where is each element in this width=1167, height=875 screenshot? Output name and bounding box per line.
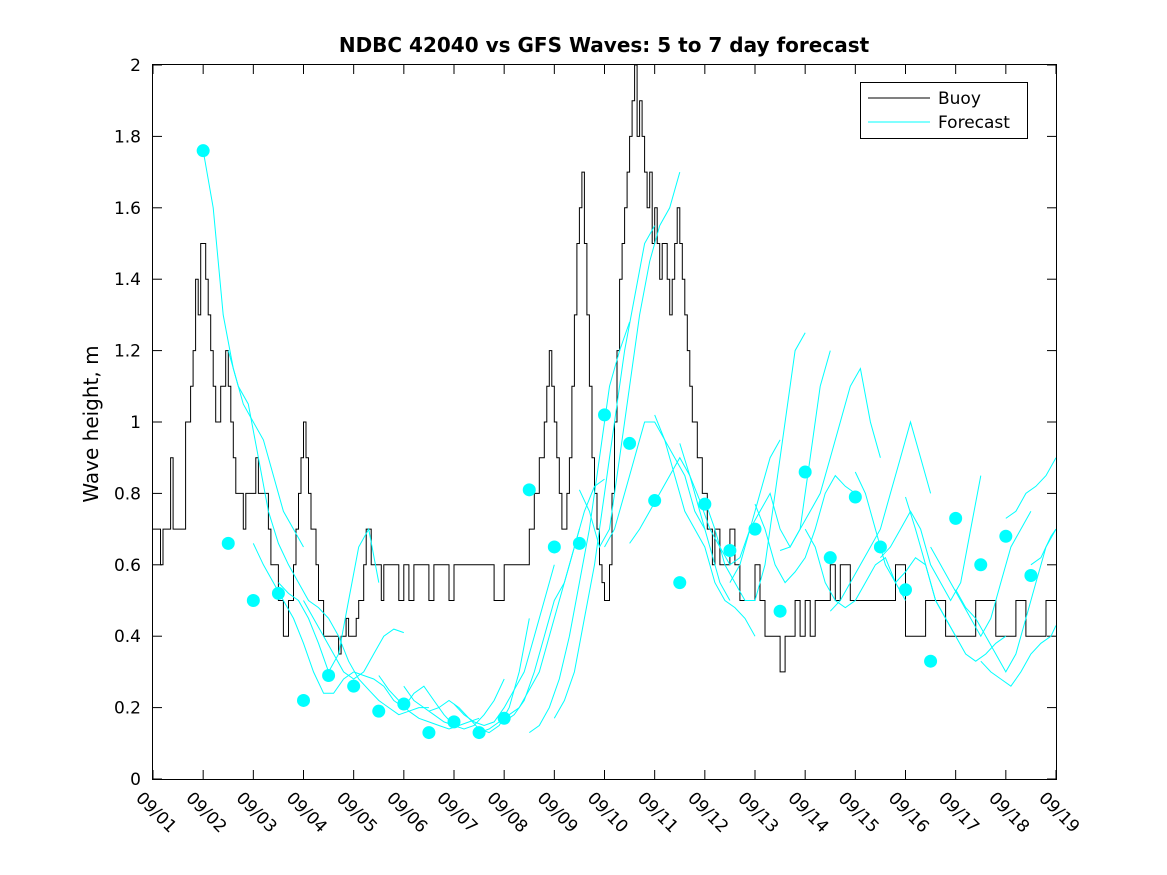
forecast-line (729, 350, 831, 583)
forecast-marker (522, 483, 536, 497)
forecast-marker (748, 522, 762, 536)
forecast-marker (798, 465, 812, 479)
forecast-marker (271, 586, 285, 600)
forecast-line (529, 321, 631, 734)
forecast-marker (949, 511, 963, 525)
forecast-marker (347, 679, 361, 693)
y-tick-label: 0.8 (114, 484, 141, 504)
forecast-marker (648, 494, 662, 508)
forecast-line (227, 350, 329, 619)
forecast-marker (698, 497, 712, 511)
y-tick-label: 1.4 (114, 270, 141, 290)
legend: Buoy Forecast (860, 82, 1028, 139)
y-tick-label: 1.6 (114, 199, 141, 219)
axes-box (152, 64, 1057, 780)
forecast-line (704, 332, 806, 601)
forecast-marker (773, 604, 787, 618)
forecast-line (754, 474, 856, 584)
forecast-line (930, 511, 1032, 638)
forecast-marker (673, 576, 687, 590)
forecast-marker (397, 697, 411, 711)
forecast-marker (899, 583, 912, 597)
y-tick-label: 2 (130, 56, 141, 76)
forecast-marker (297, 693, 310, 707)
forecast-marker (848, 490, 862, 504)
forecast-marker (723, 544, 737, 558)
series-group (153, 65, 1056, 740)
forecast-marker (246, 594, 260, 607)
y-tick-label: 1.2 (114, 342, 141, 362)
forecast-line (880, 475, 982, 602)
legend-box (860, 82, 1028, 139)
forecast-line (202, 150, 304, 548)
forecast-line (578, 171, 681, 549)
forecast-line (478, 528, 580, 734)
forecast-marker (572, 536, 586, 550)
forecast-line (1030, 528, 1056, 566)
y-tick-label: 1 (130, 413, 141, 433)
forecast-marker (623, 436, 637, 450)
forecast-line (252, 543, 354, 694)
forecast-line (804, 528, 906, 609)
forecast-line (980, 625, 1056, 687)
forecast-marker (547, 540, 561, 554)
forecast-marker (322, 668, 336, 682)
forecast-marker (372, 704, 386, 718)
legend-forecast-label: Forecast (938, 113, 1010, 133)
plot-area (153, 65, 1056, 740)
forecast-line (604, 421, 706, 548)
forecast-line (955, 528, 1056, 673)
forecast-marker (472, 726, 486, 740)
forecast-line (1005, 457, 1056, 519)
forecast-line (679, 439, 781, 566)
forecast-marker (422, 726, 436, 740)
forecast-marker (873, 540, 887, 554)
forecast-line (905, 496, 1007, 662)
forecast-marker (497, 711, 511, 725)
y-tick-label: 0.2 (114, 699, 141, 719)
forecast-marker (447, 715, 461, 729)
y-tick-label: 0 (130, 770, 141, 790)
y-axis-label: Wave height, m (79, 345, 103, 502)
y-tick-label: 0.4 (114, 627, 141, 647)
forecast-line (829, 420, 932, 612)
forecast-line (629, 456, 731, 601)
forecast-line (503, 478, 605, 723)
forecast-marker (924, 654, 938, 668)
forecast-marker (823, 551, 837, 565)
forecast-marker (196, 144, 210, 158)
forecast-marker (1024, 569, 1038, 583)
forecast-marker (598, 408, 611, 422)
forecast-line (779, 367, 881, 551)
forecast-line (378, 675, 480, 730)
forecast-line (453, 564, 555, 727)
y-tick-label: 0.6 (114, 556, 141, 576)
forecast-marker (999, 529, 1013, 543)
forecast-line (654, 414, 756, 637)
legend-buoy-label: Buoy (938, 89, 981, 109)
forecast-line (553, 225, 656, 719)
forecast-line (303, 600, 404, 680)
forecast-marker (221, 536, 235, 550)
forecast-line (328, 618, 429, 716)
chart-title: NDBC 42040 vs GFS Waves: 5 to 7 day fore… (339, 33, 870, 57)
y-tick-label: 1.8 (114, 127, 141, 147)
forecast-marker (974, 558, 988, 572)
